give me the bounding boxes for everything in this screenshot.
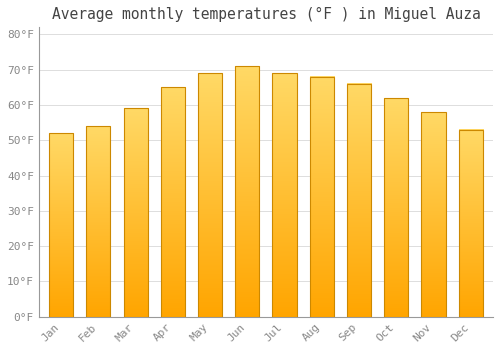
Bar [160,87,185,317]
Bar [310,77,334,317]
Bar [272,73,296,317]
Bar [384,98,408,317]
Bar [198,73,222,317]
Bar [347,84,371,317]
Bar [86,126,110,317]
Bar [458,130,483,317]
Title: Average monthly temperatures (°F ) in Miguel Auza: Average monthly temperatures (°F ) in Mi… [52,7,480,22]
Bar [124,108,148,317]
Bar [235,66,260,317]
Bar [422,112,446,317]
Bar [49,133,73,317]
